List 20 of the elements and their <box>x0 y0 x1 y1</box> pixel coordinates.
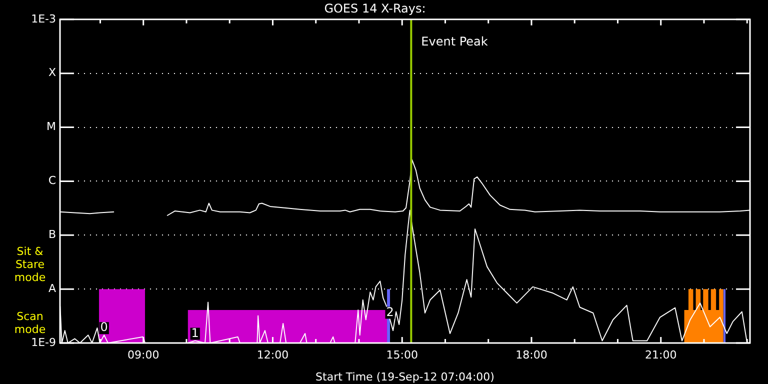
text: Sit & Stare mode <box>14 245 46 284</box>
x-tick-label: 18:00 <box>516 348 548 362</box>
annotation: 1 <box>191 326 199 340</box>
x-axis-title: Start Time (19-Sep-12 07:04:00) <box>316 370 494 384</box>
text: Scan mode <box>14 310 46 336</box>
x-tick-label: 21:00 <box>645 348 677 362</box>
y-tick-label: X <box>48 66 56 80</box>
x-tick-label: 09:00 <box>128 348 160 362</box>
y-tick-label: C <box>48 174 56 188</box>
annotation: 2 <box>386 304 394 319</box>
ref-line-label: Event Peak <box>421 34 488 49</box>
x-tick-label: 15:00 <box>386 348 418 362</box>
chart-title: GOES 14 X-Rays: <box>324 1 426 16</box>
y-tick-label: A <box>48 282 56 295</box>
y-tick-label: 1E-9 <box>31 336 56 349</box>
annotation: 0 <box>100 320 108 334</box>
x-tick-label: 12:00 <box>256 348 289 362</box>
y-tick-label: 1E-3 <box>31 12 56 26</box>
y-tick-label: M <box>46 120 56 134</box>
y-tick-label: B <box>48 228 56 241</box>
